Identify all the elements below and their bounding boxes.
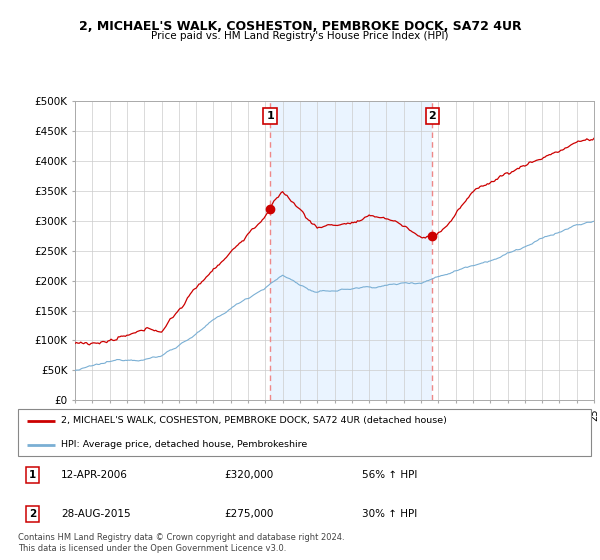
Text: 28-AUG-2015: 28-AUG-2015 <box>61 509 131 519</box>
Text: 56% ↑ HPI: 56% ↑ HPI <box>362 470 417 479</box>
Text: 2, MICHAEL'S WALK, COSHESTON, PEMBROKE DOCK, SA72 4UR (detached house): 2, MICHAEL'S WALK, COSHESTON, PEMBROKE D… <box>61 416 447 425</box>
Text: 1: 1 <box>266 111 274 121</box>
Text: 1: 1 <box>29 470 36 479</box>
Text: 2: 2 <box>428 111 436 121</box>
Text: Contains HM Land Registry data © Crown copyright and database right 2024.
This d: Contains HM Land Registry data © Crown c… <box>18 533 344 553</box>
Text: 30% ↑ HPI: 30% ↑ HPI <box>362 509 417 519</box>
Bar <box>270 101 432 400</box>
Text: 12-APR-2006: 12-APR-2006 <box>61 470 128 479</box>
Text: 2, MICHAEL'S WALK, COSHESTON, PEMBROKE DOCK, SA72 4UR: 2, MICHAEL'S WALK, COSHESTON, PEMBROKE D… <box>79 20 521 32</box>
Text: £275,000: £275,000 <box>224 509 274 519</box>
Text: £320,000: £320,000 <box>224 470 274 479</box>
Text: 2: 2 <box>29 509 36 519</box>
Text: Price paid vs. HM Land Registry's House Price Index (HPI): Price paid vs. HM Land Registry's House … <box>151 31 449 41</box>
Text: HPI: Average price, detached house, Pembrokeshire: HPI: Average price, detached house, Pemb… <box>61 440 307 449</box>
FancyBboxPatch shape <box>18 409 591 456</box>
